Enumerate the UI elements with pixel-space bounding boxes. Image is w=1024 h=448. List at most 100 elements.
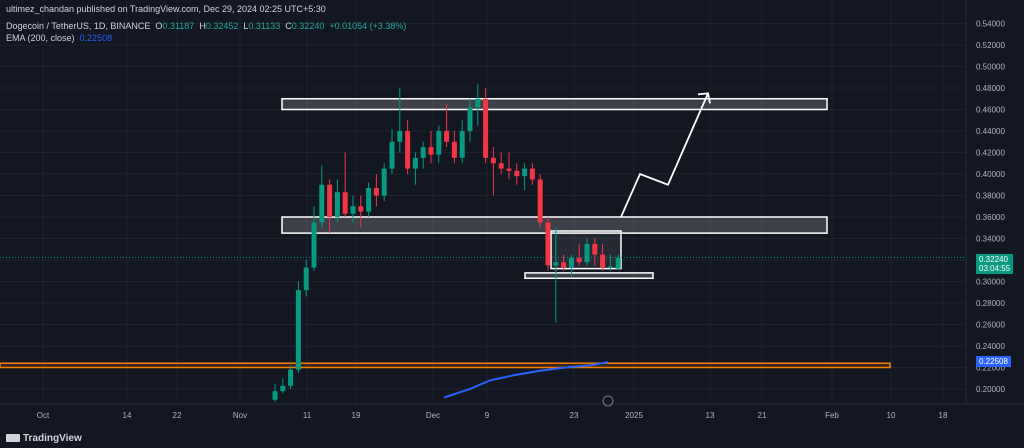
support-band-orange <box>0 362 891 369</box>
candle-body <box>412 157 418 169</box>
candle-body <box>405 131 411 169</box>
time-axis[interactable]: Oct 14 22 Nov 11 19 Dec 9 23 2025 13 21 Feb 10 18 <box>0 395 1024 420</box>
time-tick-label: 10 <box>887 411 896 420</box>
tradingview-logo[interactable]: TradingView <box>6 433 82 444</box>
candle-body <box>303 267 309 291</box>
time-tick-label: 11 <box>303 411 312 420</box>
last-price-value: 0.32240 <box>979 255 1008 264</box>
candle-body <box>607 266 613 268</box>
ema-price-tag: 0.22508 <box>976 356 1011 367</box>
candle-body <box>592 243 598 255</box>
candle-body <box>522 168 528 177</box>
ema-price-value: 0.22508 <box>979 357 1008 366</box>
price-tick-label: 0.34000 <box>976 235 1005 244</box>
candle-body <box>506 168 512 171</box>
time-tick-label: 9 <box>485 411 490 420</box>
candle-body <box>451 141 457 158</box>
tradingview-icon <box>6 434 20 443</box>
price-tick-label: 0.40000 <box>976 170 1005 179</box>
brand-name: TradingView <box>23 433 82 444</box>
candle-body <box>490 157 496 164</box>
price-tick-label: 0.46000 <box>976 106 1005 115</box>
support-bar <box>524 272 654 280</box>
price-tick-label: 0.22000 <box>976 364 1005 373</box>
ema-legend: EMA (200, close) 0.22508 <box>6 33 112 43</box>
candle-body <box>529 168 535 180</box>
price-tick-label: 0.54000 <box>976 20 1005 29</box>
candle-body <box>467 107 473 131</box>
candle-body <box>444 131 450 142</box>
price-tick-label: 0.30000 <box>976 278 1005 287</box>
chart-grid <box>0 0 966 404</box>
symbol-legend: Dogecoin / TetherUS, 1D, BINANCE O0.3118… <box>6 21 406 31</box>
candle-body <box>498 163 504 169</box>
price-tick-label: 0.38000 <box>976 192 1005 201</box>
price-tick-label: 0.36000 <box>976 213 1005 222</box>
price-tick-label: 0.24000 <box>976 342 1005 351</box>
ema-line <box>443 361 609 399</box>
ema-legend-value: 0.22508 <box>79 33 113 43</box>
candle-body <box>358 206 364 212</box>
candle-body <box>288 369 294 386</box>
price-axis[interactable]: 0.54000 0.52000 0.50000 0.48000 0.46000 0.440… <box>965 0 1005 404</box>
candle-body <box>420 147 426 158</box>
ohlc-c-label: C <box>285 21 292 31</box>
candle-body <box>561 262 567 268</box>
ohlc-h-label: H <box>199 21 206 31</box>
mid-zone <box>281 216 828 234</box>
candle-body <box>553 262 559 266</box>
ohlc-low: 0.31133 <box>248 21 281 31</box>
candlestick-series <box>272 83 621 402</box>
time-tick-label: Nov <box>233 411 247 420</box>
candle-body <box>389 141 395 169</box>
time-tick-label: 2025 <box>625 411 643 420</box>
time-tick-label: 23 <box>570 411 579 420</box>
time-tick-label: Feb <box>825 411 839 420</box>
time-tick-label: 18 <box>939 411 948 420</box>
ema-200-line <box>443 361 609 399</box>
candle-body <box>327 184 333 217</box>
price-tick-label: 0.28000 <box>976 299 1005 308</box>
candle-body <box>576 257 582 263</box>
candle-body <box>397 131 403 142</box>
price-tick-label: 0.42000 <box>976 149 1005 158</box>
publisher-line: ultimez_chandan published on TradingView… <box>6 4 326 14</box>
candle-body <box>584 243 590 263</box>
candle-body <box>342 192 348 214</box>
candle-body <box>319 184 325 223</box>
projection-arrowhead <box>697 92 711 104</box>
time-tick-label: 22 <box>173 411 182 420</box>
candle-body <box>428 147 434 155</box>
time-tick-label: 19 <box>352 411 361 420</box>
candle-body <box>568 257 574 268</box>
candle-body <box>600 254 606 268</box>
time-tick-label: Oct <box>37 411 50 420</box>
ohlc-l-label: L <box>243 21 249 31</box>
countdown-value: 03:04:55 <box>979 264 1011 273</box>
candle-body <box>295 290 301 370</box>
candle-body <box>381 168 387 196</box>
candle-body <box>514 170 520 177</box>
price-tick-label: 0.50000 <box>976 63 1005 72</box>
symbol-name[interactable]: Dogecoin / TetherUS, 1D, BINANCE <box>6 21 151 31</box>
candle-body <box>272 391 278 400</box>
ohlc-change: +0.01054 (+3.38%) <box>329 21 407 31</box>
ohlc-close: 0.32240 <box>291 21 325 31</box>
ema-label[interactable]: EMA (200, close) <box>6 33 75 43</box>
candle-body <box>373 187 379 196</box>
time-tick-label: Dec <box>426 411 440 420</box>
candle-body <box>537 179 543 223</box>
candle-body <box>350 206 356 214</box>
candle-body <box>366 187 372 212</box>
replay-icon[interactable] <box>602 395 614 407</box>
price-tick-label: 0.26000 <box>976 321 1005 330</box>
price-tick-label: 0.44000 <box>976 127 1005 136</box>
time-tick-label: 14 <box>123 411 132 420</box>
ohlc-high: 0.32452 <box>205 21 239 31</box>
time-tick-label: 21 <box>758 411 767 420</box>
candle-body <box>475 98 481 108</box>
price-tick-label: 0.52000 <box>976 41 1005 50</box>
candle-body <box>483 98 489 158</box>
candle-body <box>334 192 340 217</box>
